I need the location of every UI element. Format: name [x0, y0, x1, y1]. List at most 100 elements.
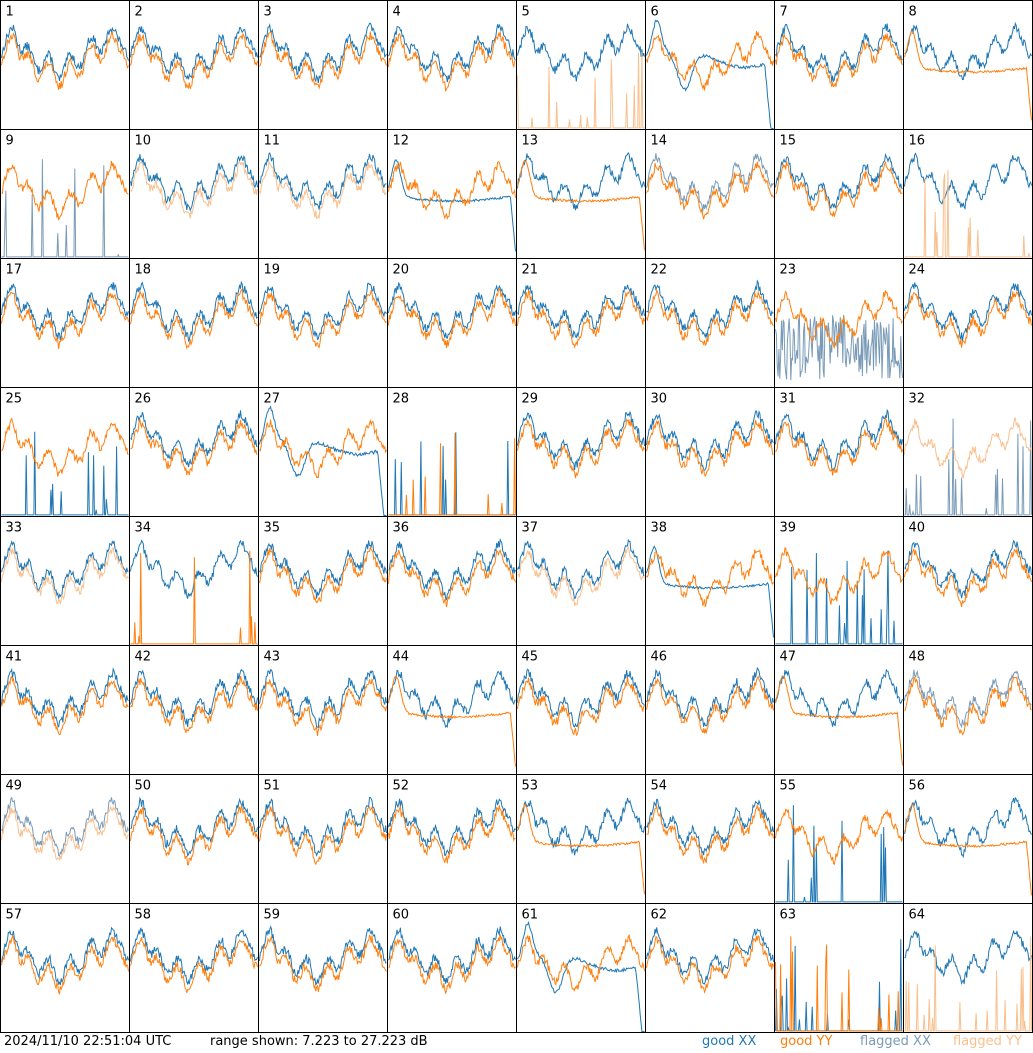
trace-xx-good	[775, 408, 903, 471]
trace-xx-good	[646, 545, 774, 638]
trace-yy-good	[388, 675, 516, 767]
panel-label: 12	[393, 134, 410, 149]
panel-label: 5	[522, 5, 530, 20]
panel-15: 15	[774, 129, 904, 259]
trace-yy-good	[130, 675, 258, 734]
panel-frame	[903, 903, 1033, 1033]
panel-28: 28	[387, 387, 517, 517]
trace-xx-good	[775, 550, 903, 645]
trace-yy-good	[130, 289, 258, 350]
panel-frame	[258, 645, 388, 775]
trace-xx-good	[259, 22, 387, 83]
trace-yy-good	[130, 805, 258, 866]
trace-xx-good	[646, 279, 774, 339]
panel-frame	[903, 0, 1033, 130]
trace-yy-good	[517, 159, 645, 251]
panel-label: 52	[393, 779, 410, 794]
panel-label: 48	[909, 650, 926, 665]
panel-label: 47	[780, 650, 797, 665]
panel-frame	[0, 387, 130, 517]
panel-label: 61	[522, 908, 539, 923]
panel-17: 17	[0, 258, 130, 388]
panel-label: 15	[780, 134, 797, 149]
trace-xx-good	[775, 668, 903, 727]
trace-xx-good	[130, 280, 258, 343]
panel-label: 46	[651, 650, 668, 665]
panel-43: 43	[258, 645, 388, 775]
panel-34: 34	[129, 516, 259, 646]
trace-yy-good	[259, 933, 387, 992]
trace-yy-good	[388, 934, 516, 995]
panel-frame	[516, 516, 646, 646]
panel-38: 38	[645, 516, 775, 646]
panel-33: 33	[0, 516, 130, 646]
trace-yy-good	[388, 31, 516, 93]
trace-yy-flagged	[130, 160, 258, 219]
panel-50: 50	[129, 774, 259, 904]
trace-yy-good	[517, 933, 645, 992]
trace-xx-good	[517, 538, 645, 600]
panel-frame	[129, 774, 259, 904]
trace-xx-good	[388, 669, 516, 729]
panel-label: 3	[264, 5, 272, 20]
panel-31: 31	[774, 387, 904, 517]
trace-yy-good	[775, 808, 903, 866]
panel-frame	[774, 903, 904, 1033]
panel-label: 9	[6, 134, 14, 149]
trace-xx-good	[646, 409, 774, 471]
footer: 2024/11/10 22:51:04 UTC range shown: 7.2…	[0, 1033, 1033, 1053]
panel-label: 58	[135, 908, 152, 923]
trace-xx-good	[1, 926, 129, 986]
panel-label: 29	[522, 392, 539, 407]
trace-yy-good	[646, 31, 774, 91]
trace-xx-good	[904, 21, 1032, 81]
trace-xx-flagged	[646, 153, 774, 212]
trace-yy-good	[388, 805, 516, 864]
trace-xx-good	[775, 23, 903, 83]
panel-36: 36	[387, 516, 517, 646]
panel-56: 56	[903, 774, 1033, 904]
trace-xx-good	[259, 405, 387, 516]
panel-label: 37	[522, 521, 539, 536]
panel-16: 16	[903, 129, 1033, 259]
panel-29: 29	[516, 387, 646, 517]
trace-xx-flagged	[1, 159, 129, 258]
trace-yy-good	[904, 30, 1032, 121]
panel-label: 18	[135, 263, 152, 278]
panel-44: 44	[387, 645, 517, 775]
trace-xx-good	[904, 152, 1032, 211]
panel-label: 43	[264, 650, 281, 665]
trace-xx-good	[775, 152, 903, 210]
panel-45: 45	[516, 645, 646, 775]
panel-9: 9	[0, 129, 130, 259]
trace-yy-flagged	[259, 161, 387, 220]
trace-xx-good	[646, 19, 774, 129]
panel-label: 16	[909, 134, 926, 149]
trace-yy-good	[904, 547, 1032, 608]
panel-frame	[387, 258, 517, 388]
panel-label: 62	[651, 908, 668, 923]
panel-label: 20	[393, 263, 410, 278]
trace-yy-good	[775, 675, 903, 766]
trace-xx-good	[517, 411, 645, 471]
panel-frame	[645, 774, 775, 904]
trace-yy-good	[904, 676, 1032, 736]
panel-61: 61	[516, 903, 646, 1033]
panel-frame	[129, 903, 259, 1033]
panel-frame	[258, 516, 388, 646]
panel-frame	[0, 129, 130, 259]
panel-51: 51	[258, 774, 388, 904]
trace-yy-good	[904, 290, 1032, 348]
panel-5: 5	[516, 0, 646, 130]
trace-yy-good	[388, 161, 516, 220]
panel-20: 20	[387, 258, 517, 388]
panel-frame	[129, 645, 259, 775]
trace-xx-good	[517, 284, 645, 339]
panel-label: 27	[264, 392, 281, 407]
trace-xx-good	[388, 159, 516, 252]
panel-frame	[387, 645, 517, 775]
panel-frame	[129, 387, 259, 517]
panel-label: 23	[780, 263, 797, 278]
trace-xx-good	[646, 927, 774, 985]
panel-label: 11	[264, 134, 281, 149]
